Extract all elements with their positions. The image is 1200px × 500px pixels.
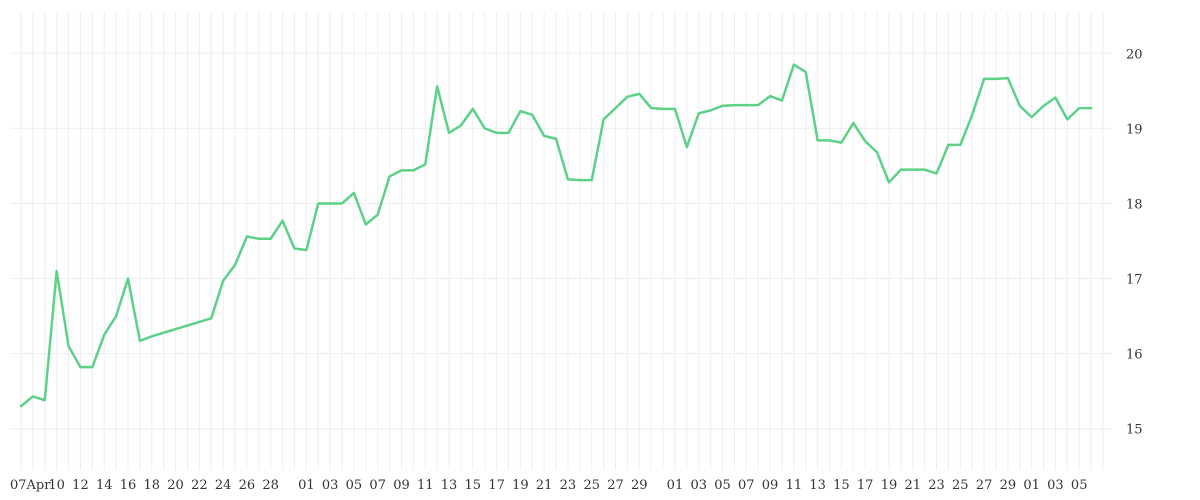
x-tick-label: 05: [1071, 478, 1088, 493]
x-tick-label: 23: [560, 478, 577, 493]
y-tick-label: 18: [1126, 197, 1143, 212]
y-tick-label: 15: [1126, 423, 1143, 438]
x-tick-label: 14: [96, 478, 113, 493]
y-axis-ticks: 15 16 17 18 19 20: [1126, 47, 1143, 437]
x-tick-label: 17: [488, 478, 505, 493]
x-tick-label: 20: [167, 478, 184, 493]
x-tick-label: 03: [322, 478, 339, 493]
x-tick-label: 28: [262, 478, 279, 493]
x-tick-label: 07: [369, 478, 386, 493]
y-tick-label: 17: [1126, 273, 1143, 288]
x-tick-label: 25: [583, 478, 600, 493]
x-tick-label: 27: [976, 478, 993, 493]
x-tick-label: 07: [738, 478, 755, 493]
x-tick-label: 13: [809, 478, 826, 493]
x-tick-label: 03: [1047, 478, 1064, 493]
x-tick-label: 22: [191, 478, 208, 493]
x-tick-label: 01: [667, 478, 684, 493]
x-tick-label: 19: [881, 478, 898, 493]
x-tick-label: 10: [48, 478, 65, 493]
y-tick-label: 20: [1126, 47, 1143, 62]
x-tick-label: 21: [904, 478, 921, 493]
x-tick-label: 03: [690, 478, 707, 493]
x-tick-label: 27: [607, 478, 624, 493]
x-tick-label: 29: [631, 478, 648, 493]
series-line: [19, 63, 1093, 408]
x-tick-label: 23: [928, 478, 945, 493]
x-tick-label: 05: [346, 478, 363, 493]
x-tick-label: 01: [298, 478, 315, 493]
series-layer: [19, 63, 1093, 408]
x-tick-label: 24: [215, 478, 232, 493]
x-tick-label: 01: [1023, 478, 1040, 493]
x-tick-label: 26: [239, 478, 256, 493]
x-tick-label: 18: [144, 478, 161, 493]
y-tick-label: 19: [1126, 122, 1143, 137]
x-tick-label: 13: [441, 478, 458, 493]
x-tick-label: 21: [536, 478, 553, 493]
x-tick-label: 09: [393, 478, 410, 493]
x-tick-label: 11: [417, 478, 434, 493]
x-tick-label: 12: [72, 478, 89, 493]
x-tick-label: 15: [465, 478, 482, 493]
x-tick-label: 19: [512, 478, 529, 493]
x-tick-label: 29: [1000, 478, 1017, 493]
x-tick-label: 25: [952, 478, 969, 493]
y-tick-label: 16: [1126, 348, 1143, 363]
x-tick-label: 17: [857, 478, 874, 493]
x-tick-label: 16: [120, 478, 137, 493]
x-tick-label: 07Apr: [10, 478, 51, 493]
x-tick-label: 09: [762, 478, 779, 493]
x-tick-label: 05: [714, 478, 731, 493]
x-tick-label: 11: [786, 478, 803, 493]
x-tick-label: 15: [833, 478, 850, 493]
grid-layer: [10, 12, 1112, 470]
